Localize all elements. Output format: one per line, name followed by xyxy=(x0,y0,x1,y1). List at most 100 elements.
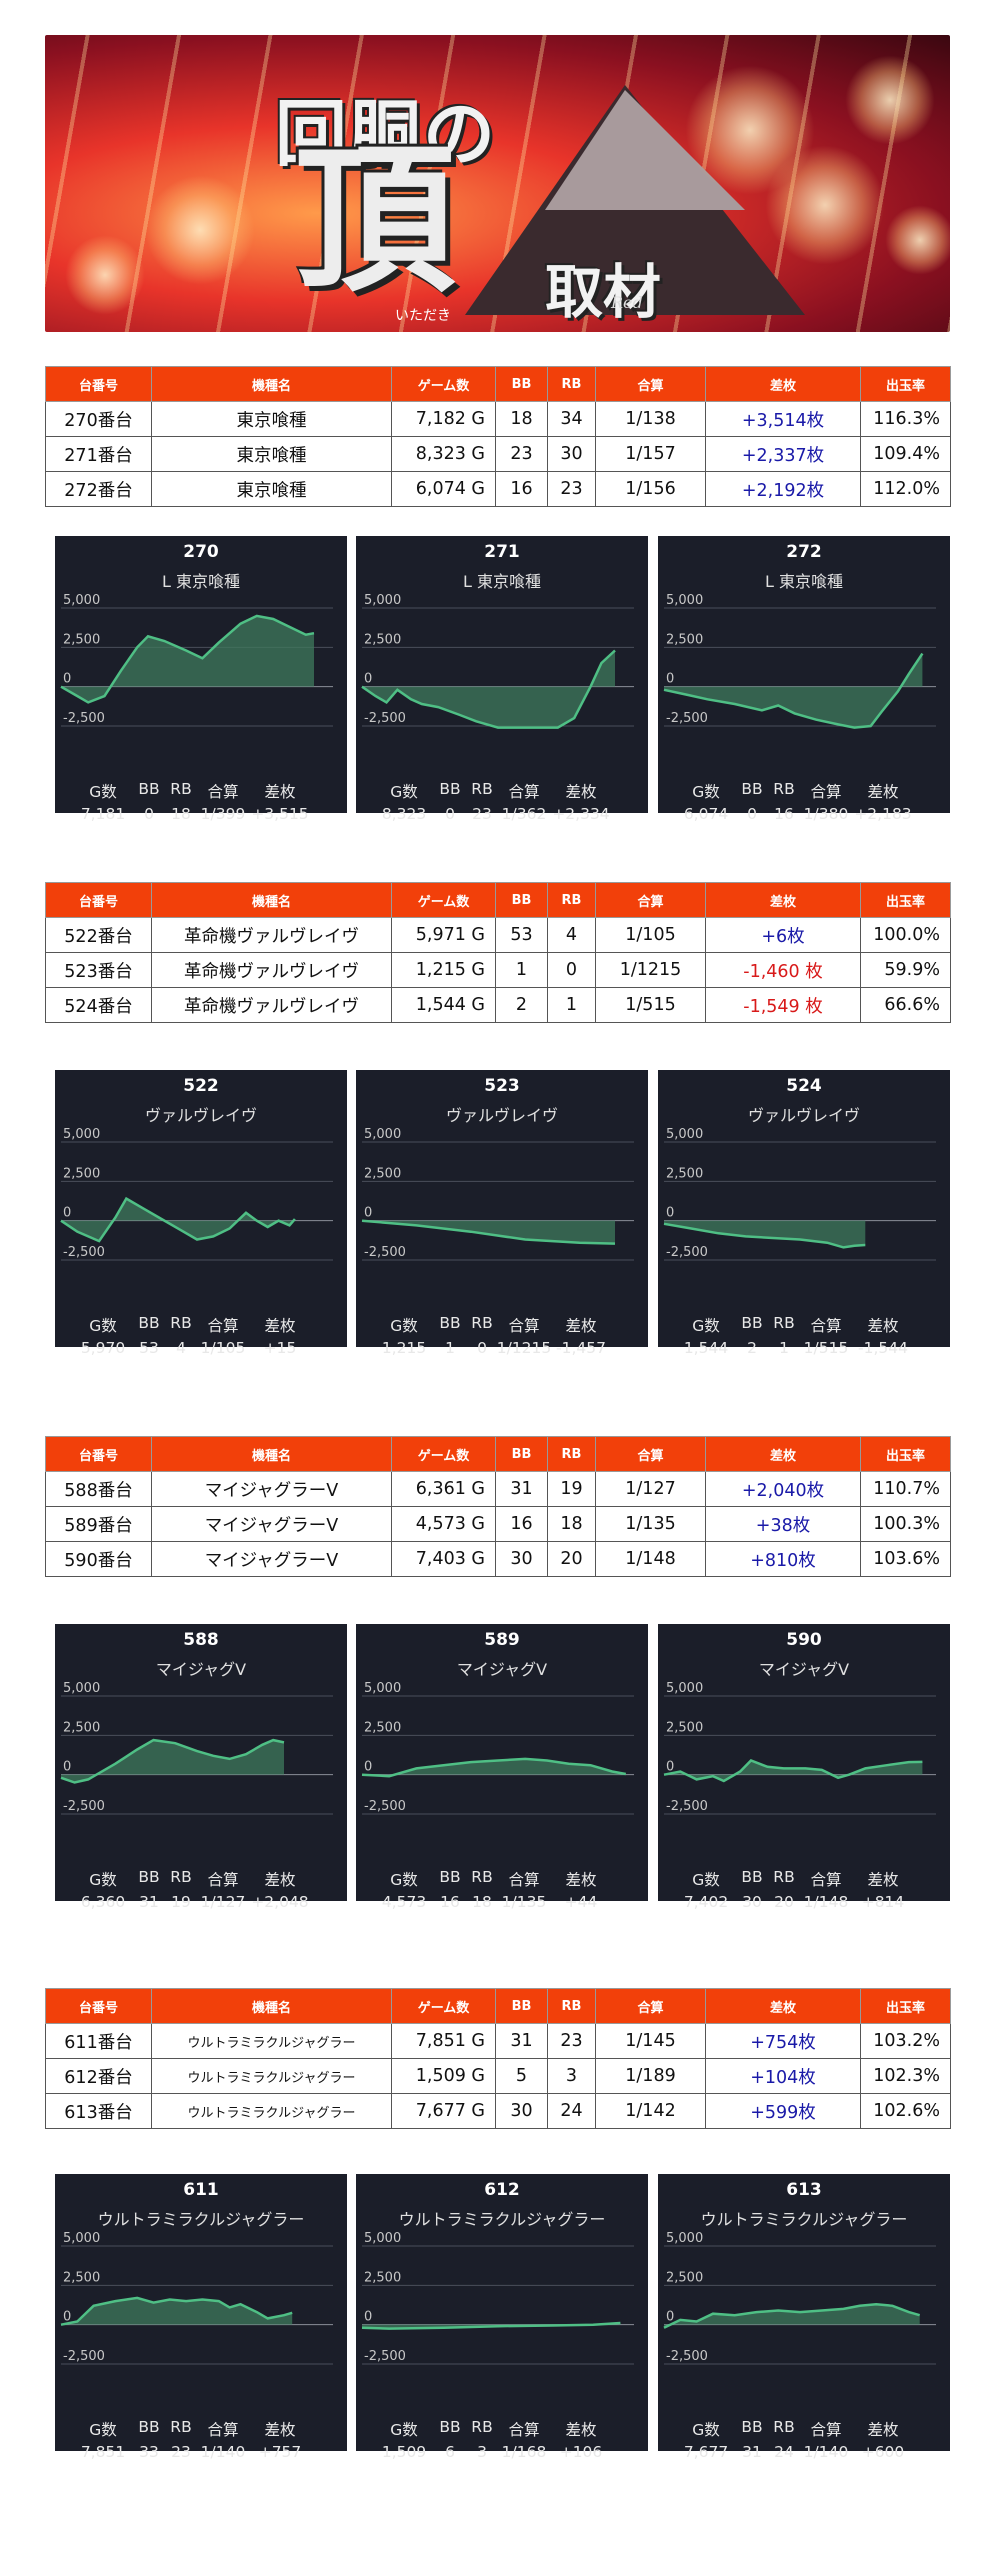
stat-value: 6,074 xyxy=(683,805,729,823)
rb-count: 20 xyxy=(547,1541,596,1577)
graph-line xyxy=(663,2302,921,2329)
payout-rate: 109.4% xyxy=(860,436,951,472)
data-table: 台番号 機種名 ゲーム数 BB RB 合算 差枚 出玉率 270番台 東京喰種 7,182 G 18 3… xyxy=(45,366,951,507)
axis-tick-label: 0 xyxy=(666,1760,674,1775)
bb-count: 18 xyxy=(495,401,548,437)
stat-label: 合算 xyxy=(207,1871,239,1889)
column-header: 出玉率 xyxy=(860,882,951,918)
table-row: 588番台 マイジャグラーV 6,361 G 31 19 1/127 +2,040枚 110.… xyxy=(45,1471,951,1507)
stat-value: 1,215 xyxy=(381,1339,427,1357)
combined-probability: 1/515 xyxy=(595,987,706,1023)
column-header: 機種名 xyxy=(151,882,392,918)
axis-tick-label: 0 xyxy=(63,672,71,687)
table-row: 271番台 東京喰種 8,323 G 23 30 1/157 +2,337枚 109.4% xyxy=(45,436,951,472)
table-row: 272番台 東京喰種 6,074 G 16 23 1/156 +2,192枚 112.0% xyxy=(45,471,951,507)
card-machine-number: 611 xyxy=(183,2180,219,2200)
table-row: 524番台 革命機ヴァルヴレイヴ 1,544 G 2 1 1/515 -1,549 枚 66.… xyxy=(45,987,951,1023)
stat-label: G数 xyxy=(390,1871,418,1889)
card-machine-number: 523 xyxy=(484,1076,520,1096)
stat-value: 18 xyxy=(171,805,191,823)
coin-difference: +2,040枚 xyxy=(705,1471,861,1507)
stat-label: BB xyxy=(439,2418,461,2436)
stat-value: +2,183 xyxy=(854,805,912,823)
stat-value: +2,048 xyxy=(251,1893,309,1911)
column-header: 台番号 xyxy=(45,1436,152,1472)
axis-tick-label: 2,500 xyxy=(63,632,100,647)
stat-label: BB xyxy=(439,780,461,798)
machine-number: 613番台 xyxy=(45,2093,152,2129)
machine-number: 589番台 xyxy=(45,1506,152,1542)
stat-value: 0 xyxy=(144,805,154,823)
graph-line xyxy=(60,2296,293,2326)
graph-area xyxy=(664,1220,866,1248)
stat-label: G数 xyxy=(390,1317,418,1335)
axis-tick-label: 0 xyxy=(364,1760,372,1775)
slump-graph: 5,000 2,500 0 -2,500 xyxy=(361,1128,634,1261)
stat-label: G数 xyxy=(390,2421,418,2439)
axis-tick-label: -2,500 xyxy=(666,2349,708,2364)
card-machine-number: 522 xyxy=(183,1076,219,1096)
axis-tick-label: -2,500 xyxy=(364,711,406,726)
axis-tick-label: -2,500 xyxy=(666,1799,708,1814)
stat-value: +600 xyxy=(861,2443,905,2461)
card-machine-name: ウルトラミラクルジャグラー xyxy=(700,2210,908,2229)
stat-label: BB xyxy=(741,1314,763,1332)
axis-tick-label: 5,000 xyxy=(666,1682,703,1696)
axis-tick-label: 0 xyxy=(63,2310,71,2325)
stat-value: 1/362 xyxy=(501,805,547,823)
column-header: 合算 xyxy=(595,1436,706,1472)
card-machine-name: マイジャグV xyxy=(155,1660,247,1679)
axis-tick-label: 5,000 xyxy=(63,1128,100,1142)
combined-probability: 1/138 xyxy=(595,401,706,437)
stat-value: 6,360 xyxy=(80,1893,126,1911)
stat-label: BB xyxy=(741,2418,763,2436)
stat-value: 2 xyxy=(747,1339,757,1357)
axis-tick-label: 2,500 xyxy=(666,2270,703,2285)
rb-count: 24 xyxy=(547,2093,596,2129)
axis-tick-label: 2,500 xyxy=(63,1166,100,1181)
axis-tick-label: 2,500 xyxy=(364,1166,401,1181)
rb-count: 34 xyxy=(547,401,596,437)
payout-rate: 59.9% xyxy=(860,952,951,988)
bb-count: 30 xyxy=(495,2093,548,2129)
combined-probability: 1/156 xyxy=(595,471,706,507)
stat-label: BB xyxy=(439,1314,461,1332)
table-row: 523番台 革命機ヴァルヴレイヴ 1,215 G 1 0 1/1215 -1,460 枚 59… xyxy=(45,952,951,988)
combined-probability: 1/157 xyxy=(595,436,706,472)
column-header: 機種名 xyxy=(151,1436,392,1472)
stat-label: G数 xyxy=(89,2421,117,2439)
axis-tick-label: 2,500 xyxy=(364,2270,401,2285)
card-machine-number: 612 xyxy=(484,2180,520,2200)
table-row: 612番台 ウルトラミラクルジャグラー 1,509 G 5 3 1/189 +104枚 102… xyxy=(45,2058,951,2094)
banner-title-sub: 取材 xyxy=(545,258,662,326)
axis-tick-label: -2,500 xyxy=(63,1799,105,1814)
table-header-row: 台番号 機種名 ゲーム数 BB RB 合算 差枚 出玉率 xyxy=(45,1436,951,1472)
data-table: 台番号 機種名 ゲーム数 BB RB 合算 差枚 出玉率 611番台 ウルトラミラクルジャグラー 7… xyxy=(45,1988,951,2129)
stat-value: 5,970 xyxy=(80,1339,126,1357)
stat-label: BB xyxy=(741,780,763,798)
stat-value: 33 xyxy=(139,2443,159,2461)
axis-tick-label: 5,000 xyxy=(364,1682,401,1696)
payout-rate: 103.2% xyxy=(860,2023,951,2059)
stat-label: 合算 xyxy=(508,783,540,801)
axis-tick-label: 2,500 xyxy=(63,2270,100,2285)
payout-rate: 66.6% xyxy=(860,987,951,1023)
column-header: 合算 xyxy=(595,366,706,402)
axis-tick-label: 5,000 xyxy=(364,594,401,608)
bb-count: 5 xyxy=(495,2058,548,2094)
column-header: BB xyxy=(495,1436,548,1472)
combined-probability: 1/1215 xyxy=(595,952,706,988)
game-count: 4,573 G xyxy=(391,1506,496,1542)
stat-value: -1,457 xyxy=(556,1339,606,1357)
stat-label: 差枚 xyxy=(264,1871,296,1889)
slump-graph-card: 611 ウルトラミラクルジャグラー 5,000 2,500 0 -2,500 G数 7,851… xyxy=(55,2174,347,2461)
stat-label: 合算 xyxy=(508,2421,540,2439)
axis-tick-label: 5,000 xyxy=(63,594,100,608)
combined-probability: 1/189 xyxy=(595,2058,706,2094)
payout-rate: 110.7% xyxy=(860,1471,951,1507)
combined-probability: 1/142 xyxy=(595,2093,706,2129)
bb-count: 23 xyxy=(495,436,548,472)
coin-difference: +2,192枚 xyxy=(705,471,861,507)
game-count: 5,971 G xyxy=(391,917,496,953)
card-machine-name: ウルトラミラクルジャグラー xyxy=(97,2210,305,2229)
